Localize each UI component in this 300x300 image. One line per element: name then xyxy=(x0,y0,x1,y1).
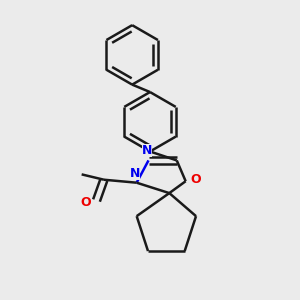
Text: N: N xyxy=(142,144,152,157)
Text: O: O xyxy=(190,173,201,186)
Text: N: N xyxy=(130,167,140,180)
Text: O: O xyxy=(80,196,91,208)
